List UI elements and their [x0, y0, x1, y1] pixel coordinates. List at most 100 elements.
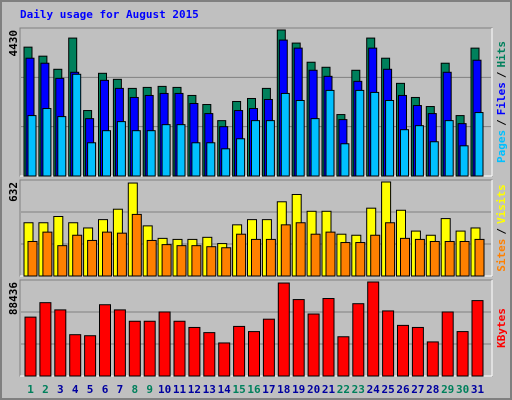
bar — [307, 313, 320, 377]
bar — [340, 242, 351, 277]
bar — [355, 242, 366, 277]
bar — [382, 310, 395, 377]
legend-separator: / — [495, 119, 508, 126]
bar — [27, 240, 38, 277]
x-tick-label: 13 — [203, 383, 216, 396]
bar — [456, 331, 469, 377]
y-tick-label: 88436 — [7, 282, 20, 315]
x-tick-label: 25 — [381, 383, 394, 396]
x-tick-label: 16 — [247, 383, 261, 396]
bar — [72, 234, 83, 277]
x-tick-label: 22 — [337, 383, 350, 396]
bar — [441, 311, 454, 377]
x-tick-label: 21 — [322, 383, 336, 396]
legend-entry: Hits — [495, 41, 508, 68]
bar — [42, 108, 52, 177]
x-tick-label: 5 — [87, 383, 94, 396]
bar — [265, 238, 276, 277]
bar — [459, 240, 470, 277]
bar — [69, 334, 82, 377]
bar — [57, 116, 67, 177]
bar — [173, 320, 186, 377]
x-tick-label: 28 — [426, 383, 439, 396]
x-tick-label: 2 — [42, 383, 49, 396]
bar — [400, 129, 409, 177]
bar — [251, 238, 261, 277]
legend: Sites / Visits — [495, 184, 508, 272]
legend: Pages / Files / Hits — [495, 41, 508, 163]
bar — [131, 130, 141, 177]
bar — [248, 331, 260, 377]
bar — [426, 341, 439, 377]
legend-separator: / — [495, 71, 508, 78]
x-tick-label: 9 — [146, 383, 153, 396]
x-tick-label: 24 — [367, 383, 381, 396]
bar — [385, 99, 395, 177]
legend: KBytes — [495, 308, 508, 348]
bar — [161, 124, 171, 177]
bar — [146, 130, 156, 177]
x-tick-label: 27 — [411, 383, 424, 396]
x-tick-label: 7 — [117, 383, 124, 396]
x-tick-label: 11 — [173, 383, 187, 396]
bar — [355, 89, 365, 177]
bar — [325, 89, 335, 177]
bar — [370, 234, 381, 277]
x-tick-label: 14 — [218, 383, 232, 396]
bar — [325, 231, 336, 277]
x-tick-label: 29 — [441, 383, 454, 396]
bar — [400, 237, 410, 277]
x-tick-label: 8 — [131, 383, 138, 396]
bar — [385, 222, 396, 277]
bar — [459, 145, 469, 177]
bar — [444, 120, 454, 177]
x-tick-label: 3 — [57, 383, 64, 396]
legend-entry: Sites — [495, 239, 508, 272]
bar — [280, 224, 291, 277]
bar — [116, 232, 127, 277]
legend-entry: KBytes — [495, 308, 508, 348]
x-tick-label: 26 — [396, 383, 410, 396]
bar — [188, 326, 201, 377]
bar — [429, 141, 439, 177]
bar — [340, 143, 350, 177]
bar — [161, 244, 172, 277]
bar — [218, 342, 231, 377]
bar — [444, 240, 455, 277]
bar — [310, 233, 321, 277]
legend-entry: Visits — [495, 184, 508, 224]
bar — [99, 304, 111, 377]
bar — [87, 142, 97, 177]
bar — [116, 121, 126, 177]
bar — [39, 302, 52, 377]
bar — [292, 299, 305, 377]
bar — [265, 120, 275, 177]
x-tick-label: 1 — [27, 383, 34, 396]
bar — [57, 245, 68, 277]
bar — [143, 320, 156, 377]
bar — [262, 318, 275, 377]
bar — [72, 73, 82, 177]
bar — [191, 142, 201, 177]
bar — [411, 326, 424, 377]
bar — [295, 99, 305, 177]
bar — [474, 238, 485, 277]
bar — [128, 320, 141, 377]
bar — [42, 231, 53, 277]
bar — [352, 303, 365, 377]
bar — [206, 142, 216, 177]
legend-separator: / — [495, 228, 508, 235]
legend-entry: Files — [495, 82, 508, 115]
bar — [337, 336, 350, 377]
bar — [236, 233, 247, 277]
x-tick-label: 17 — [262, 383, 275, 396]
bar — [295, 222, 306, 277]
legend-entry: Pages — [495, 130, 508, 163]
bar — [221, 247, 232, 277]
bar — [84, 335, 97, 377]
bar — [322, 298, 335, 377]
bar — [370, 91, 380, 177]
x-tick-label: 31 — [471, 383, 485, 396]
x-tick-label: 12 — [188, 383, 201, 396]
